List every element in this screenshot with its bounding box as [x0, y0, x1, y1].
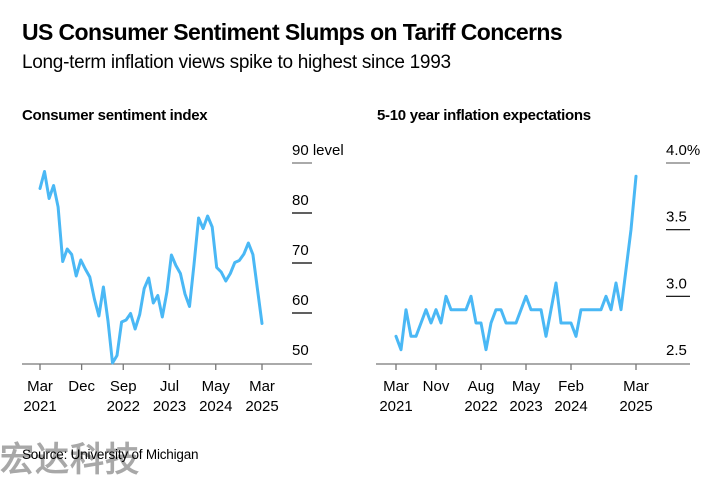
- x-tick-label-month: Mar: [623, 378, 649, 395]
- x-tick-label-month: Mar: [383, 378, 409, 395]
- x-tick-label-year: 2021: [23, 398, 56, 415]
- series-line-inflation: [396, 176, 636, 349]
- x-tick-label-year: 2023: [509, 398, 542, 415]
- series-line-sentiment: [40, 172, 262, 364]
- right-chart-inflation-expectations: 4.0% 3.5 3.0 2.5 Mar 2021 Nov Aug 2022 May 2023 Feb…: [376, 142, 700, 415]
- x-tick-label-month: Dec: [68, 378, 95, 395]
- x-tick-label-month: May: [512, 378, 541, 395]
- source-note: Source: University of Michigan: [22, 447, 198, 462]
- x-tick-label-year: 2024: [554, 398, 587, 415]
- y-tick-label: 60: [292, 292, 309, 309]
- y-tick-label: 50: [292, 342, 309, 359]
- x-tick-label-month: Feb: [558, 378, 584, 395]
- y-tick-label: 4.0%: [666, 142, 700, 159]
- left-chart-sentiment: 90 level 80 70 60 50 Mar 2021 Dec Sep 2022 Jul 2023…: [22, 142, 344, 415]
- y-tick-label: 70: [292, 242, 309, 259]
- x-tick-label-month: Jul: [160, 378, 179, 395]
- x-tick-label-month: Sep: [110, 378, 137, 395]
- x-tick-label-year: 2022: [107, 398, 140, 415]
- y-tick-label: 3.5: [666, 209, 687, 226]
- x-tick-label-year: 2021: [379, 398, 412, 415]
- x-tick-label-year: 2022: [464, 398, 497, 415]
- x-tick-label-month: May: [202, 378, 231, 395]
- x-tick-label-month: Mar: [249, 378, 275, 395]
- y-tick-label: 90 level: [292, 142, 344, 159]
- x-tick-label-year: 2023: [153, 398, 186, 415]
- x-tick-label-year: 2025: [245, 398, 278, 415]
- y-tick-label: 2.5: [666, 342, 687, 359]
- x-tick-label-month: Mar: [27, 378, 53, 395]
- x-tick-label-month: Nov: [423, 378, 450, 395]
- y-tick-label: 3.0: [666, 275, 687, 292]
- x-tick-label-month: Aug: [468, 378, 495, 395]
- x-tick-label-year: 2024: [199, 398, 232, 415]
- y-tick-label: 80: [292, 192, 309, 209]
- x-tick-label-year: 2025: [619, 398, 652, 415]
